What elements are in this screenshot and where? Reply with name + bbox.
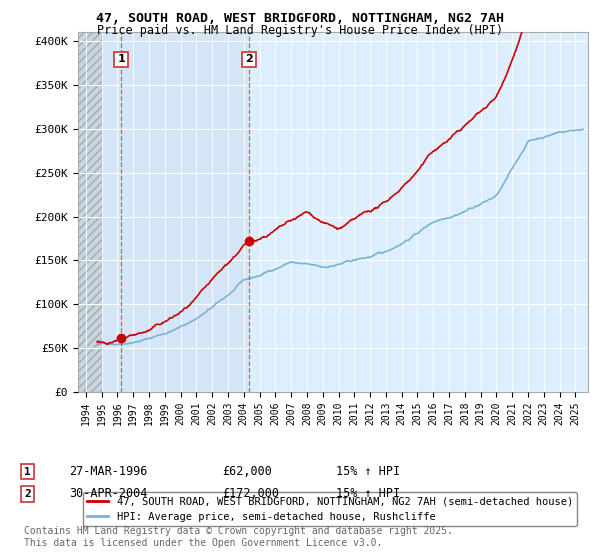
Text: Price paid vs. HM Land Registry's House Price Index (HPI): Price paid vs. HM Land Registry's House … <box>97 24 503 37</box>
Text: 1: 1 <box>24 466 31 477</box>
Text: 15% ↑ HPI: 15% ↑ HPI <box>336 487 400 501</box>
Text: 47, SOUTH ROAD, WEST BRIDGFORD, NOTTINGHAM, NG2 7AH: 47, SOUTH ROAD, WEST BRIDGFORD, NOTTINGH… <box>96 12 504 25</box>
Bar <box>101 32 249 392</box>
Text: 1: 1 <box>117 54 125 64</box>
Text: 27-MAR-1996: 27-MAR-1996 <box>69 465 148 478</box>
Text: £172,000: £172,000 <box>222 487 279 501</box>
Bar <box>78 32 101 392</box>
Text: Contains HM Land Registry data © Crown copyright and database right 2025.
This d: Contains HM Land Registry data © Crown c… <box>24 526 453 548</box>
Text: 30-APR-2004: 30-APR-2004 <box>69 487 148 501</box>
Text: 2: 2 <box>24 489 31 499</box>
Text: 15% ↑ HPI: 15% ↑ HPI <box>336 465 400 478</box>
Bar <box>78 32 101 392</box>
Text: £62,000: £62,000 <box>222 465 272 478</box>
Text: 2: 2 <box>245 54 253 64</box>
Legend: 47, SOUTH ROAD, WEST BRIDGFORD, NOTTINGHAM, NG2 7AH (semi-detached house), HPI: : 47, SOUTH ROAD, WEST BRIDGFORD, NOTTINGH… <box>83 492 577 526</box>
